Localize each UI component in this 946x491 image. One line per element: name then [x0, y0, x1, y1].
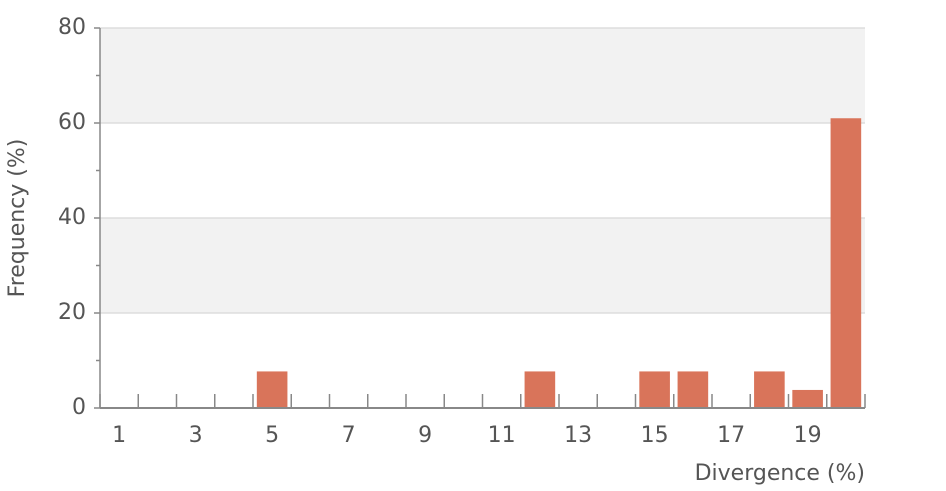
bar — [524, 371, 556, 408]
plot-band — [100, 28, 865, 123]
x-tick-label: 15 — [641, 423, 669, 448]
bar — [830, 118, 862, 408]
y-tick-label: 80 — [58, 15, 86, 40]
y-axis-label: Frequency (%) — [5, 139, 30, 298]
plot-band — [100, 313, 865, 408]
y-tick-label: 0 — [72, 395, 86, 420]
bar — [677, 371, 709, 408]
x-tick-label: 1 — [112, 423, 126, 448]
x-tick-label: 5 — [265, 423, 279, 448]
x-tick-label: 17 — [717, 423, 745, 448]
bar — [256, 371, 288, 408]
y-tick-label: 60 — [58, 110, 86, 135]
x-tick-label: 9 — [418, 423, 432, 448]
x-tick-label: 3 — [189, 423, 203, 448]
x-tick-label: 13 — [564, 423, 592, 448]
x-tick-label: 7 — [342, 423, 356, 448]
plot-band — [100, 123, 865, 218]
plot-band — [100, 218, 865, 313]
bar — [792, 389, 823, 408]
x-axis-label: Divergence (%) — [695, 461, 865, 486]
x-tick-label: 11 — [488, 423, 516, 448]
y-tick-label: 20 — [58, 300, 86, 325]
bar — [639, 371, 670, 408]
x-tick-label: 19 — [794, 423, 822, 448]
bar — [754, 371, 785, 408]
y-tick-label: 40 — [58, 205, 86, 230]
